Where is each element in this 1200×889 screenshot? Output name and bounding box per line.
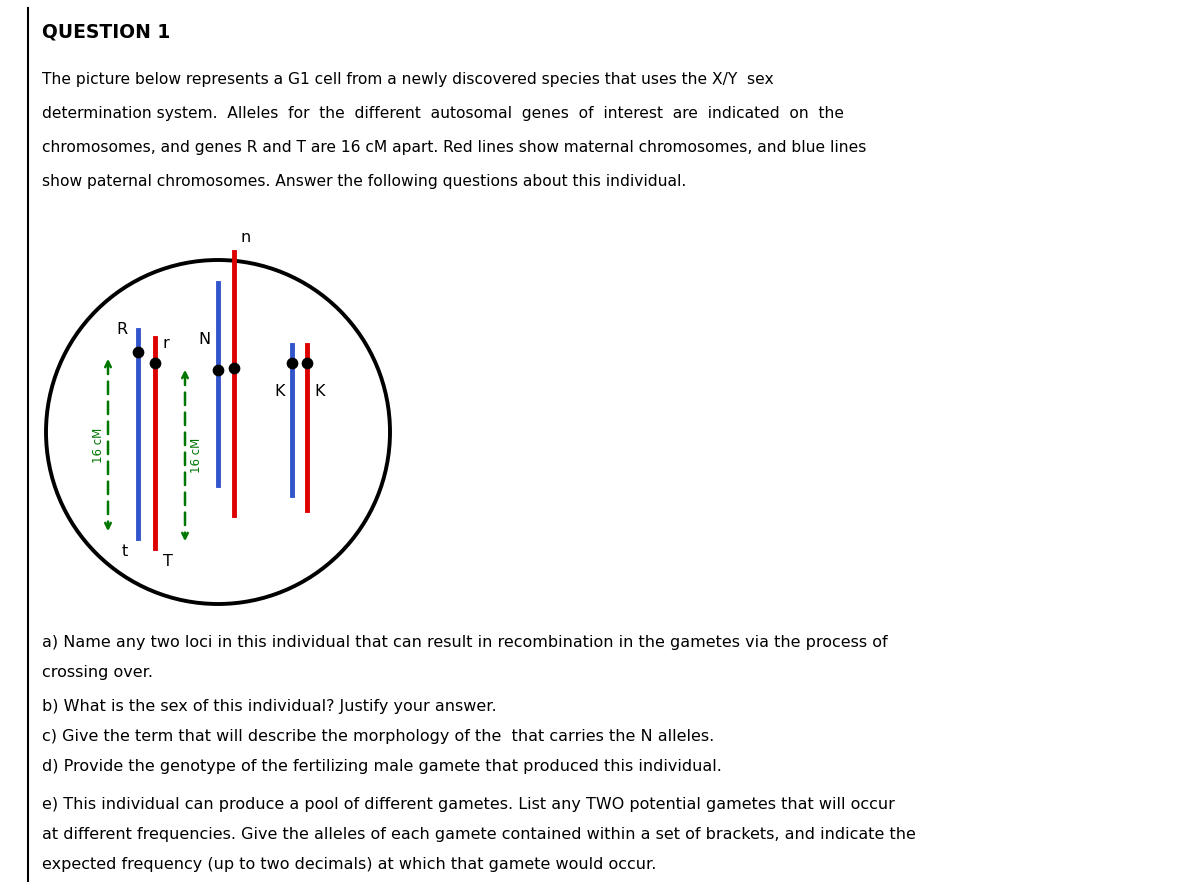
Text: chromosomes, and genes R and T are 16 cM apart. Red lines show maternal chromoso: chromosomes, and genes R and T are 16 cM…: [42, 140, 866, 155]
Text: b) What is the sex of this individual? Justify your answer.: b) What is the sex of this individual? J…: [42, 699, 497, 714]
Point: [298, 356, 317, 370]
Point: [128, 345, 148, 359]
Text: e) This individual can produce a pool of different gametes. List any TWO potenti: e) This individual can produce a pool of…: [42, 797, 895, 812]
Point: [224, 361, 244, 375]
Point: [282, 356, 301, 370]
Text: t: t: [121, 544, 128, 559]
Text: expected frequency (up to two decimals) at which that gamete would occur.: expected frequency (up to two decimals) …: [42, 857, 656, 872]
Text: 16 cM: 16 cM: [191, 438, 204, 473]
Point: [145, 356, 164, 370]
Text: 16 cM: 16 cM: [91, 428, 104, 462]
Text: d) Provide the genotype of the fertilizing male gamete that produced this indivi: d) Provide the genotype of the fertilizi…: [42, 759, 722, 774]
Text: T: T: [163, 555, 173, 570]
Text: R: R: [116, 323, 128, 338]
Text: The picture below represents a G1 cell from a newly discovered species that uses: The picture below represents a G1 cell f…: [42, 72, 774, 87]
Text: crossing over.: crossing over.: [42, 665, 154, 680]
Text: at different frequencies. Give the alleles of each gamete contained within a set: at different frequencies. Give the allel…: [42, 827, 916, 842]
Text: c) Give the term that will describe the morphology of the  that carries the N al: c) Give the term that will describe the …: [42, 729, 714, 744]
Text: QUESTION 1: QUESTION 1: [42, 22, 170, 41]
Text: r: r: [163, 335, 169, 350]
Text: N: N: [198, 332, 210, 348]
Text: a) Name any two loci in this individual that can result in recombination in the : a) Name any two loci in this individual …: [42, 635, 888, 650]
Text: show paternal chromosomes. Answer the following questions about this individual.: show paternal chromosomes. Answer the fo…: [42, 174, 686, 189]
Text: K: K: [275, 383, 286, 398]
Text: determination system.  Alleles  for  the  different  autosomal  genes  of  inter: determination system. Alleles for the di…: [42, 106, 844, 121]
Text: n: n: [240, 230, 251, 245]
Text: K: K: [314, 383, 324, 398]
Point: [209, 363, 228, 377]
